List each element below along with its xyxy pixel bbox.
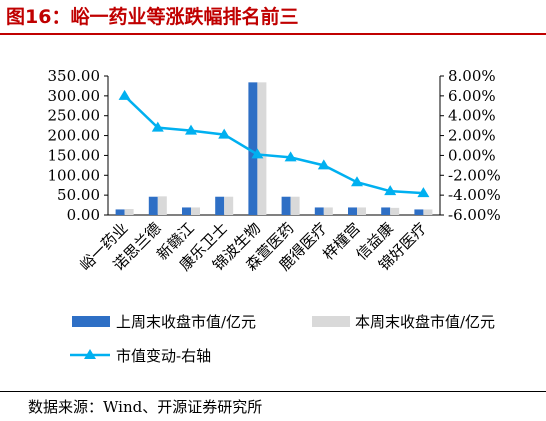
bar-last-week: [348, 207, 357, 215]
legend-label-last-week: 上周末收盘市值/亿元: [116, 313, 256, 331]
bar-last-week: [148, 196, 158, 215]
left-tick-label: 200.00: [48, 127, 101, 145]
bar-this-week: [224, 196, 234, 215]
source-note: 数据来源：Wind、开源证券研究所: [28, 398, 263, 416]
bar-this-week: [257, 82, 267, 216]
left-tick-label: 250.00: [48, 107, 101, 125]
legend-label-change: 市值变动-右轴: [116, 347, 211, 365]
change-marker: [151, 121, 164, 132]
title-rule: [0, 33, 546, 35]
right-tick-label: 2.00%: [448, 127, 496, 145]
right-tick-label: -4.00%: [448, 186, 501, 204]
bar-this-week: [423, 209, 433, 215]
change-line: [123, 94, 424, 195]
left-tick-label: 50.00: [57, 186, 100, 204]
bar-this-week: [290, 196, 300, 215]
bar-last-week: [248, 82, 258, 216]
change-marker: [251, 148, 264, 159]
right-tick-label: -2.00%: [448, 166, 501, 184]
bar-this-week: [390, 207, 400, 215]
left-tick-label: 350.00: [48, 67, 101, 85]
source-rule: [0, 391, 546, 392]
change-marker: [218, 128, 231, 139]
change-marker: [417, 187, 430, 198]
right-tick-label: 4.00%: [448, 107, 496, 125]
legend-marker-change: [84, 349, 96, 359]
legend-swatch-last-week: [72, 316, 110, 327]
bar-last-week: [314, 207, 324, 215]
left-tick-label: 100.00: [48, 166, 101, 184]
bar-this-week: [124, 209, 134, 215]
bar-last-week: [414, 209, 424, 215]
bar-last-week: [115, 209, 125, 215]
change-marker: [351, 176, 363, 187]
bar-this-week: [323, 207, 333, 215]
bar-last-week: [281, 196, 291, 215]
legend-swatch-this-week: [312, 316, 350, 327]
change-marker: [317, 159, 330, 170]
bar-this-week: [157, 196, 167, 215]
left-tick-label: 0.00: [67, 206, 100, 224]
bar-last-week: [215, 196, 225, 215]
left-tick-label: 300.00: [48, 87, 101, 105]
right-tick-label: 8.00%: [448, 67, 496, 85]
figure-title: 图16：峪一药业等涨跌幅排名前三: [6, 6, 299, 28]
bar-last-week: [182, 207, 191, 215]
legend-label-this-week: 本周末收盘市值/亿元: [355, 313, 495, 331]
change-marker: [284, 151, 297, 162]
left-tick-label: 150.00: [48, 146, 101, 164]
bar-this-week: [191, 207, 200, 215]
bar-last-week: [381, 207, 391, 215]
right-tick-label: 0.00%: [448, 146, 496, 164]
change-marker: [384, 185, 397, 196]
bar-this-week: [357, 207, 366, 215]
change-marker: [118, 89, 131, 100]
change-marker: [185, 124, 197, 135]
right-tick-label: -6.00%: [448, 206, 501, 224]
right-tick-label: 6.00%: [448, 87, 496, 105]
